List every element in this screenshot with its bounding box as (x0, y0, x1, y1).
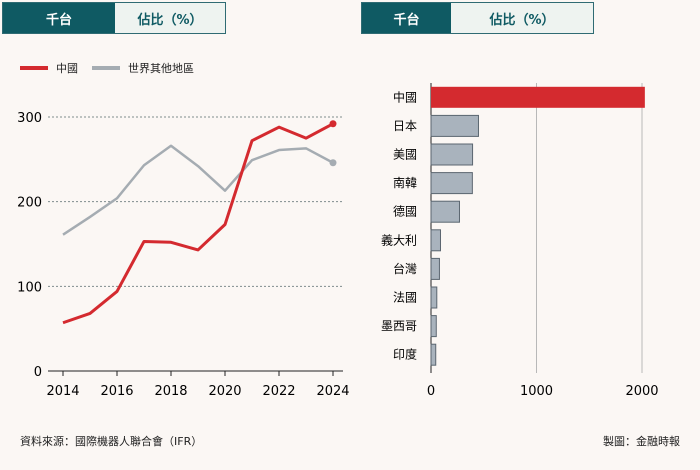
x-tick-label: 2024 (316, 384, 349, 399)
bar (430, 143, 474, 166)
end-point-china (329, 120, 337, 128)
right-chart-tabs: 千台 佔比（%） (361, 2, 594, 34)
line-chart-legend: 中國 世界其他地區 (20, 60, 208, 76)
bar (430, 257, 440, 280)
bar (430, 286, 438, 309)
x-tick-label: 2000 (625, 384, 658, 399)
credit-note: 製圖：金融時報 (603, 435, 680, 448)
legend-label-world: 世界其他地區 (128, 62, 194, 75)
bar (430, 229, 441, 252)
left-chart-tabs: 千台 佔比（%） (2, 2, 226, 34)
category-label: 印度 (393, 347, 417, 362)
category-label: 德國 (393, 204, 417, 219)
y-tick-label: 100 (17, 280, 42, 295)
category-label: 南韓 (393, 175, 417, 190)
tab-thousand-units[interactable]: 千台 (3, 3, 115, 33)
legend-swatch-china (20, 66, 48, 70)
x-tick-label: 0 (427, 384, 435, 399)
bar (430, 343, 437, 366)
legend-swatch-world (92, 66, 120, 70)
bar (430, 200, 460, 223)
category-label: 日本 (393, 119, 417, 133)
category-label: 法國 (393, 291, 417, 305)
category-label: 中國 (393, 89, 417, 104)
x-tick-label: 2014 (46, 384, 79, 399)
tab-thousand-units[interactable]: 千台 (362, 3, 451, 33)
x-tick-label: 2022 (262, 384, 295, 399)
series-line-world (62, 144, 334, 236)
bar (430, 114, 479, 137)
y-tick-label: 300 (17, 111, 42, 126)
legend-label-china: 中國 (56, 62, 78, 75)
source-note: 資料來源：國際機器人聯合會（IFR） (20, 435, 203, 448)
x-tick-label: 2020 (208, 384, 241, 399)
tab-share-percent[interactable]: 佔比（%） (451, 3, 593, 33)
y-tick-label: 200 (17, 196, 42, 211)
bar (431, 86, 645, 108)
legend-item-world: 世界其他地區 (92, 60, 194, 76)
series-line-china (62, 122, 334, 325)
y-tick-label: 0 (34, 365, 42, 380)
bar (430, 315, 437, 338)
category-label: 台灣 (393, 261, 417, 276)
x-tick-label: 1000 (520, 384, 553, 399)
line-chart: 0 100 200 300 2014 2016 2018 2020 2022 2024 (17, 111, 349, 399)
legend-item-china: 中國 (20, 60, 78, 76)
end-point-world (329, 159, 337, 167)
category-label: 美國 (393, 148, 417, 162)
category-label: 墨西哥 (381, 319, 417, 333)
category-label: 義大利 (381, 232, 417, 247)
x-tick-label: 2016 (100, 384, 133, 399)
bar (430, 172, 473, 195)
tab-share-percent[interactable]: 佔比（%） (115, 3, 225, 33)
x-tick-label: 2018 (154, 384, 187, 399)
